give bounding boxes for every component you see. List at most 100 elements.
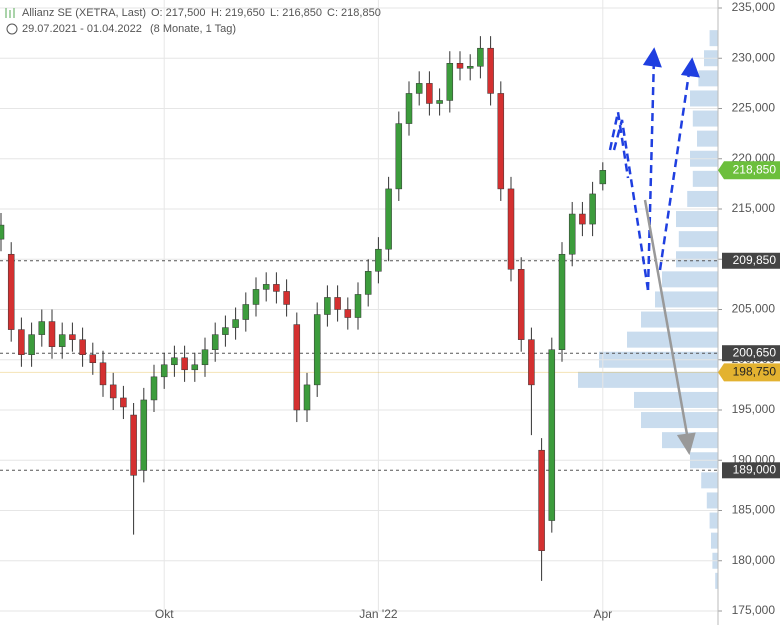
price-badge bbox=[718, 363, 780, 382]
candle-body bbox=[160, 364, 168, 378]
candle-body bbox=[69, 334, 76, 340]
candle-body bbox=[18, 329, 25, 355]
x-tick-label: Jan '22 bbox=[359, 607, 398, 621]
candle-body bbox=[303, 384, 311, 411]
volume-bar bbox=[697, 130, 718, 147]
x-tick-label: Apr bbox=[593, 607, 612, 621]
candle-body bbox=[283, 291, 290, 305]
candle-body bbox=[415, 83, 423, 94]
candle-body bbox=[252, 289, 260, 305]
volume-bar bbox=[715, 572, 718, 589]
low-label: L: 216,850 bbox=[270, 7, 322, 19]
candle-body bbox=[426, 83, 433, 104]
y-tick-label: 180,000 bbox=[732, 553, 776, 567]
y-tick-label: 235,000 bbox=[732, 0, 776, 14]
arrow bbox=[608, 111, 630, 179]
y-tick-label: 205,000 bbox=[732, 302, 776, 316]
volume-bar bbox=[678, 231, 718, 248]
volume-bar bbox=[578, 371, 718, 388]
instrument-title: Allianz SE (XETRA, Last) bbox=[22, 7, 146, 19]
arrowhead bbox=[676, 432, 696, 456]
candle-body bbox=[79, 339, 86, 355]
candle-body bbox=[201, 349, 209, 366]
candle-body bbox=[293, 324, 301, 411]
candle-body bbox=[48, 321, 56, 347]
candle-body bbox=[456, 63, 464, 69]
volume-bar bbox=[698, 70, 718, 87]
candle-body bbox=[191, 364, 199, 371]
candle-body bbox=[222, 327, 229, 335]
arrowhead bbox=[642, 47, 662, 68]
y-tick-label: 215,000 bbox=[732, 201, 776, 215]
candle-body bbox=[517, 269, 525, 340]
candle-body bbox=[579, 213, 586, 225]
candle-body bbox=[364, 271, 372, 295]
candle-body bbox=[140, 399, 148, 471]
candle-body bbox=[130, 414, 137, 476]
candle-body bbox=[354, 294, 362, 318]
x-tick-label: Okt bbox=[155, 607, 174, 621]
open-label: O: 217,500 bbox=[151, 7, 205, 19]
candle-body bbox=[507, 188, 515, 270]
candle-body bbox=[89, 354, 97, 364]
candle-body bbox=[558, 253, 566, 350]
price-badge bbox=[718, 161, 780, 180]
volume-bar bbox=[641, 311, 718, 328]
candle-body bbox=[58, 334, 66, 347]
price-label: 198,750 bbox=[733, 364, 777, 378]
candle-body bbox=[334, 297, 341, 310]
candle-body bbox=[538, 449, 545, 551]
volume-bar bbox=[692, 170, 718, 187]
level-label: 209,850 bbox=[733, 253, 777, 267]
level-badge bbox=[722, 462, 780, 479]
volume-bar bbox=[627, 331, 718, 348]
period: (8 Monate, 1 Tag) bbox=[150, 23, 236, 35]
volume-bar bbox=[662, 271, 718, 288]
arrow bbox=[612, 119, 650, 291]
y-tick-label: 195,000 bbox=[732, 402, 776, 416]
candle-body bbox=[375, 248, 382, 272]
volume-bar bbox=[690, 90, 718, 107]
candle-body bbox=[120, 397, 127, 408]
y-tick-label: 230,000 bbox=[732, 50, 776, 64]
date-range: 29.07.2021 - 01.04.2022 bbox=[22, 23, 142, 35]
candle-body bbox=[487, 47, 494, 94]
candle-body bbox=[313, 314, 321, 386]
candle-body bbox=[211, 334, 219, 350]
volume-bar bbox=[655, 291, 718, 308]
candle-body bbox=[38, 321, 46, 335]
candle-body bbox=[99, 362, 107, 386]
candle-body bbox=[344, 309, 352, 318]
level-badge bbox=[722, 345, 780, 362]
arrow bbox=[646, 55, 656, 291]
volume-bar bbox=[692, 110, 718, 127]
candle-body bbox=[589, 193, 596, 225]
high-label: H: 219,650 bbox=[211, 7, 265, 19]
volume-bar bbox=[711, 532, 718, 549]
candle-body bbox=[436, 100, 443, 104]
candle-body bbox=[232, 319, 239, 328]
candle-body bbox=[273, 284, 280, 292]
volume-bar bbox=[676, 211, 718, 228]
level-label: 200,650 bbox=[733, 345, 777, 359]
candle-body bbox=[171, 357, 178, 366]
volume-bar bbox=[634, 391, 718, 408]
candle-body bbox=[150, 376, 158, 401]
candle-body bbox=[497, 93, 505, 190]
candle-body bbox=[395, 123, 403, 190]
candle-body bbox=[242, 304, 250, 320]
price-label: 218,850 bbox=[733, 162, 777, 176]
candle-body bbox=[568, 213, 576, 255]
candle-icon bbox=[5, 8, 15, 18]
candle-body bbox=[181, 357, 188, 371]
close-label: C: 218,850 bbox=[327, 7, 381, 19]
y-tick-label: 225,000 bbox=[732, 101, 776, 115]
candle-body bbox=[477, 47, 484, 67]
candle-body bbox=[109, 384, 117, 399]
volume-bar bbox=[709, 30, 718, 47]
clock-icon bbox=[6, 23, 18, 35]
candle-body bbox=[385, 188, 392, 250]
candle-body bbox=[548, 349, 556, 521]
candle-body bbox=[7, 253, 15, 330]
